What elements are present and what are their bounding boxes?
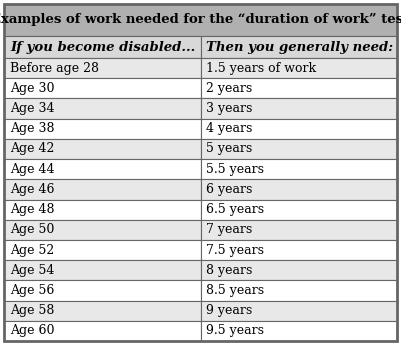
Bar [200, 260, 397, 280]
Bar [4, 280, 200, 300]
Text: 3 years: 3 years [207, 102, 253, 115]
Text: Age 50: Age 50 [10, 223, 55, 236]
Bar [200, 240, 397, 260]
Text: 5.5 years: 5.5 years [207, 163, 265, 176]
Bar [200, 36, 397, 58]
Text: 6.5 years: 6.5 years [207, 203, 265, 216]
Text: Age 52: Age 52 [10, 244, 54, 257]
Bar [200, 220, 397, 240]
Text: 9.5 years: 9.5 years [207, 324, 265, 337]
Bar [4, 119, 200, 139]
Text: 6 years: 6 years [207, 183, 253, 196]
Bar [4, 58, 200, 78]
Text: Age 48: Age 48 [10, 203, 55, 216]
Text: 8 years: 8 years [207, 264, 253, 277]
Text: 7.5 years: 7.5 years [207, 244, 265, 257]
Text: 8.5 years: 8.5 years [207, 284, 265, 297]
Text: Age 38: Age 38 [10, 122, 55, 135]
Text: Age 56: Age 56 [10, 284, 55, 297]
Bar [4, 300, 200, 321]
Bar [200, 139, 397, 159]
Bar [200, 58, 397, 78]
Text: Age 54: Age 54 [10, 264, 55, 277]
Bar [4, 220, 200, 240]
Text: If you become disabled...: If you become disabled... [10, 40, 195, 53]
Bar [4, 260, 200, 280]
Text: Age 58: Age 58 [10, 304, 55, 317]
Bar [200, 300, 397, 321]
Bar [4, 321, 200, 341]
Text: 4 years: 4 years [207, 122, 253, 135]
Text: Age 30: Age 30 [10, 82, 55, 95]
Text: Examples of work needed for the “duration of work” test: Examples of work needed for the “duratio… [0, 13, 401, 27]
Text: 7 years: 7 years [207, 223, 253, 236]
Bar [4, 4, 397, 36]
Bar [200, 199, 397, 220]
Bar [200, 119, 397, 139]
Bar [4, 98, 200, 119]
Bar [200, 78, 397, 98]
Bar [200, 159, 397, 179]
Bar [200, 321, 397, 341]
Bar [4, 139, 200, 159]
Bar [200, 280, 397, 300]
Text: Age 42: Age 42 [10, 142, 55, 156]
Bar [4, 199, 200, 220]
Bar [4, 78, 200, 98]
Text: Age 60: Age 60 [10, 324, 55, 337]
Text: Age 34: Age 34 [10, 102, 55, 115]
Text: Then you generally need:: Then you generally need: [207, 40, 394, 53]
Bar [4, 36, 200, 58]
Bar [4, 240, 200, 260]
Bar [4, 159, 200, 179]
Bar [200, 98, 397, 119]
Text: 1.5 years of work: 1.5 years of work [207, 62, 317, 75]
Text: 2 years: 2 years [207, 82, 253, 95]
Bar [200, 179, 397, 199]
Text: Before age 28: Before age 28 [10, 62, 99, 75]
Text: 5 years: 5 years [207, 142, 253, 156]
Text: Age 44: Age 44 [10, 163, 55, 176]
Text: Age 46: Age 46 [10, 183, 55, 196]
Bar [4, 179, 200, 199]
Text: 9 years: 9 years [207, 304, 253, 317]
